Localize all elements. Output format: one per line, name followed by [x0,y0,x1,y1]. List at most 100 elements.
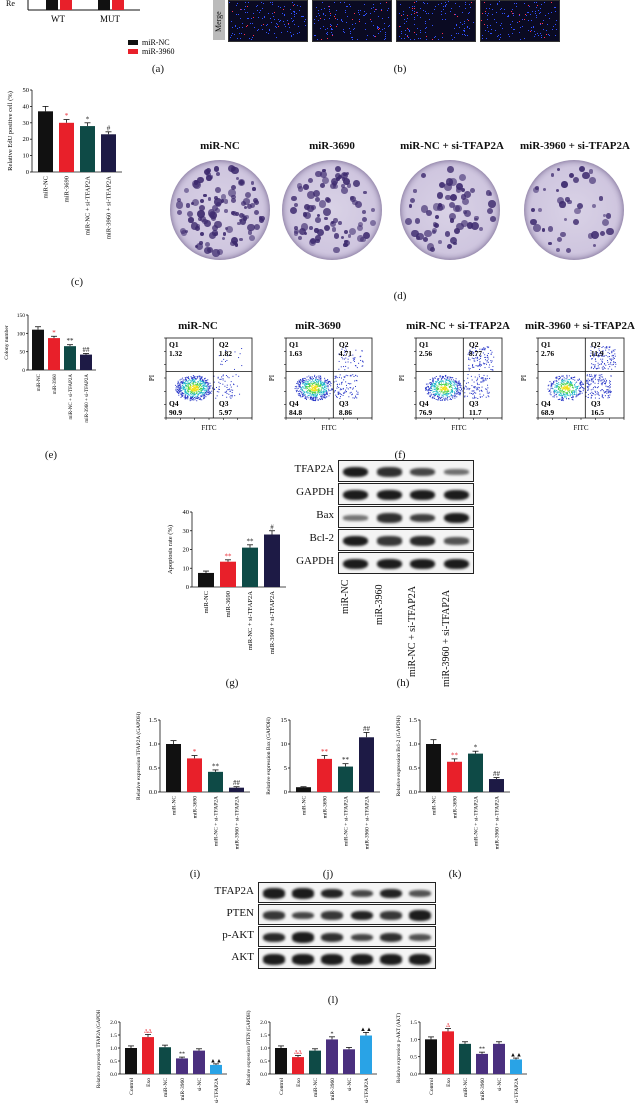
event-dot [224,380,226,382]
event-dot [601,389,603,391]
nucleus-dot [496,22,498,24]
event-dot [482,348,484,350]
nucleus-dot [376,28,378,30]
event-dot [567,394,569,396]
event-dot [351,393,353,395]
event-dot [488,366,490,368]
nucleus-dot [333,2,335,4]
y-tick-label: 1.5 [260,1033,267,1039]
nucleus-dot [321,9,323,11]
blot-band [291,954,315,965]
event-dot [471,357,473,359]
event-dot [589,374,591,376]
event-dot [477,386,479,388]
event-dot [319,380,321,382]
event-dot [575,389,577,391]
nucleus-dot [445,4,447,6]
event-dot [321,398,323,400]
nucleus-dot [403,37,405,39]
event-dot [612,355,614,357]
nucleus-dot [330,28,332,30]
event-dot [316,376,318,378]
nucleus-dot [470,6,472,8]
event-dot [472,392,474,394]
event-dot [602,351,604,353]
event-dot [189,379,191,381]
event-dot [311,385,313,387]
y-tick-label: 50 [20,350,26,356]
event-dot [439,386,441,388]
event-dot [490,361,492,363]
colony [363,232,370,239]
nucleus-dot [275,27,277,29]
event-dot [189,400,191,402]
event-dot [180,393,182,395]
nucleus-dot [270,22,272,24]
event-dot [361,365,363,367]
event-dot [218,389,220,391]
event-dot [565,385,567,387]
event-dot [301,381,303,383]
x-tick-label: miR-3960 + si-TFAP2A [269,591,276,654]
colony [239,218,247,225]
event-dot [311,395,313,397]
event-dot [184,383,186,385]
event-dot [198,386,200,388]
event-dot [355,396,357,398]
colony [200,216,207,222]
nucleus-dot [407,34,409,36]
event-dot [485,379,487,381]
event-dot [602,394,604,396]
event-dot [308,375,310,377]
event-dot [586,375,588,377]
event-dot [355,379,357,381]
event-dot [320,377,322,379]
event-dot [184,389,186,391]
event-dot [472,366,474,368]
event-dot [312,388,314,390]
event-dot [566,387,568,389]
event-dot [324,391,326,393]
event-dot [483,347,485,349]
nucleus-dot [331,32,333,34]
event-dot [459,382,461,384]
event-dot [344,352,346,354]
event-dot [443,388,445,390]
event-dot [184,398,186,400]
event-dot [475,392,477,394]
event-dot [473,395,475,397]
event-dot [445,383,447,385]
event-dot [596,393,598,395]
event-dot [571,391,573,393]
event-dot [202,384,204,386]
nucleus-dot [442,32,444,34]
y-tick-label: 0.0 [149,789,157,796]
event-dot [324,395,326,397]
event-dot [560,399,562,401]
nucleus-dot [407,35,409,37]
event-dot [608,395,610,397]
event-dot [444,386,446,388]
event-dot [303,390,305,392]
event-dot [199,398,201,400]
event-dot [602,368,604,370]
event-dot [312,394,314,396]
event-dot [321,399,323,401]
event-dot [192,383,194,385]
colony [320,183,325,188]
blot-band [262,954,285,965]
event-dot [579,382,581,384]
y-tick-label: 2.0 [260,1020,267,1026]
blot-band [262,932,285,943]
event-dot [308,389,310,391]
event-dot [549,393,551,395]
colony [191,222,199,230]
event-dot [315,389,317,391]
x-tick-label: miR-NC [203,591,210,613]
event-dot [456,396,458,398]
event-dot [436,392,438,394]
event-dot [579,387,581,389]
nucleus-dot [280,6,282,8]
nucleus-dot [441,11,443,13]
event-dot [598,348,600,350]
